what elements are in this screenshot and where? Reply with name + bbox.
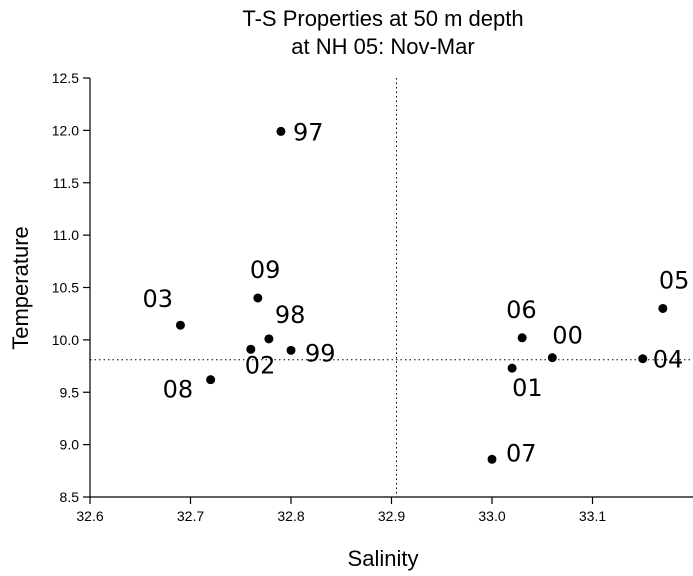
x-axis-label: Salinity xyxy=(348,546,419,571)
data-point-label: 05 xyxy=(659,266,690,294)
x-tick-label: 32.7 xyxy=(177,508,204,524)
data-point xyxy=(206,375,216,385)
plot-area: 8.5 9.0 9.5 10.0 10.5 11.0 11.5 12.0 12.5 32.6 32.… xyxy=(52,70,693,524)
data-point-label: 02 xyxy=(245,351,276,379)
data-point xyxy=(286,345,296,355)
x-tick-label: 33.0 xyxy=(478,508,505,524)
y-tick-label: 10.5 xyxy=(52,280,79,296)
x-tick-label: 32.9 xyxy=(378,508,405,524)
data-point xyxy=(487,454,497,464)
data-point-label: 04 xyxy=(653,346,684,374)
data-point xyxy=(658,303,668,313)
y-tick-label: 10.0 xyxy=(52,332,79,348)
data-point xyxy=(276,126,286,136)
y-tick-label: 12.5 xyxy=(52,70,79,86)
data-point xyxy=(253,293,263,303)
data-point xyxy=(507,363,517,373)
data-point xyxy=(547,353,557,363)
data-point-label: 00 xyxy=(552,322,583,350)
data-point xyxy=(175,320,185,330)
y-tick-label: 11.5 xyxy=(53,175,79,191)
y-axis-label: Temperature xyxy=(8,226,33,350)
y-tick-label: 12.0 xyxy=(52,122,79,138)
data-point-label: 01 xyxy=(512,374,543,402)
x-tick-label: 32.8 xyxy=(277,508,304,524)
data-point-label: 09 xyxy=(250,256,281,284)
data-point-label: 97 xyxy=(293,118,324,146)
chart-title: T-S Properties at 50 m depth xyxy=(242,6,523,31)
data-point-label: 99 xyxy=(305,339,336,367)
x-tick-label: 32.6 xyxy=(76,508,103,524)
y-tick-label: 9.5 xyxy=(60,384,80,400)
data-point-label: 07 xyxy=(506,439,537,467)
data-point-label: 98 xyxy=(275,301,306,329)
data-point xyxy=(264,334,274,344)
data-point-label: 03 xyxy=(142,285,173,313)
data-point-label: 08 xyxy=(163,376,194,404)
data-point xyxy=(638,354,648,364)
chart-subtitle: at NH 05: Nov-Mar xyxy=(291,34,474,59)
x-tick-label: 33.1 xyxy=(579,508,606,524)
y-tick-label: 11.0 xyxy=(53,227,79,243)
y-tick-label: 8.5 xyxy=(60,489,80,505)
y-tick-label: 9.0 xyxy=(60,437,80,453)
data-point xyxy=(517,333,527,343)
data-point xyxy=(246,344,256,354)
data-point-label: 06 xyxy=(506,296,537,324)
